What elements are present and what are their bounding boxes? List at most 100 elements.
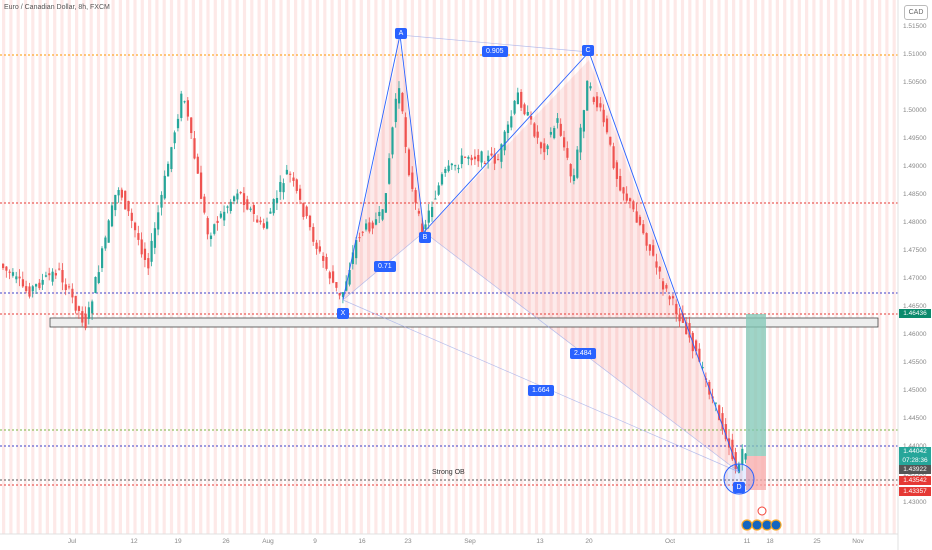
session-stripe (294, 0, 298, 534)
session-stripe (491, 0, 495, 534)
ratio-ac-label[interactable]: 0.905 (482, 46, 508, 57)
price-tick: 1.50500 (903, 79, 927, 86)
point-d-label[interactable]: D (733, 482, 745, 493)
candle-body (87, 307, 90, 319)
point-c-label[interactable]: C (582, 45, 594, 56)
session-stripe (746, 0, 750, 534)
price-tick: 1.49500 (903, 135, 927, 142)
candle-body (638, 216, 642, 225)
candle-body (655, 261, 658, 268)
session-stripe (783, 0, 787, 534)
candle-body (602, 109, 605, 123)
pattern-ratio-line (399, 34, 590, 53)
session-stripe (191, 0, 195, 534)
session-stripe (513, 0, 517, 534)
session-stripe (23, 0, 28, 534)
candle-body (110, 205, 114, 227)
session-stripe (629, 0, 633, 534)
session-stripe (856, 0, 860, 534)
candle-body (167, 163, 170, 177)
candle-body (444, 169, 447, 173)
candle-body (411, 172, 414, 189)
point-a-label[interactable]: A (395, 28, 407, 39)
session-stripe (695, 0, 699, 534)
time-tick: Nov (852, 538, 864, 545)
candle-body (589, 86, 592, 89)
candle-body (582, 110, 585, 132)
currency-button[interactable]: CAD (904, 5, 928, 20)
candle-body (622, 187, 625, 194)
candle-body (91, 301, 94, 314)
time-tick: 13 (536, 538, 544, 545)
candle-body (41, 279, 44, 285)
candle-body (454, 165, 457, 167)
session-stripe (264, 0, 268, 534)
candle-body (371, 222, 374, 229)
pattern-leg (399, 34, 425, 233)
candle-body (546, 145, 549, 150)
candle-body (401, 92, 404, 112)
candle-body (516, 92, 519, 105)
session-stripe (702, 0, 706, 534)
candle-body (695, 340, 698, 352)
candle-body (734, 452, 737, 470)
ratio-xd-label[interactable]: 1.664 (528, 385, 554, 396)
point-x-label[interactable]: X (337, 308, 349, 319)
time-tick: 9 (313, 538, 317, 545)
candle-body (391, 127, 394, 155)
candle-body (381, 209, 384, 220)
strong-ob-label: Strong OB (432, 469, 465, 476)
ratio-bd-label[interactable]: 2.484 (570, 348, 596, 359)
candle-body (368, 222, 371, 232)
candle-body (365, 223, 368, 230)
candle-body (282, 183, 285, 193)
candle-body (619, 176, 622, 191)
session-stripe (556, 0, 560, 534)
event-icons[interactable] (741, 506, 782, 531)
candle-body (5, 266, 8, 271)
point-b-label[interactable]: B (419, 232, 431, 243)
candle-body (279, 182, 282, 192)
session-stripe (155, 0, 159, 534)
session-stripe (67, 0, 71, 534)
candle-body (579, 127, 582, 153)
session-stripe (805, 0, 809, 534)
target-price-tag: 1.46436 (899, 309, 931, 318)
candle-body (196, 156, 199, 174)
session-stripe (454, 0, 458, 534)
candle-body (335, 282, 338, 288)
candle-body (635, 211, 638, 223)
candle-body (556, 118, 559, 123)
candle-body (467, 156, 470, 159)
ratio-xb-label[interactable]: 0.71 (374, 261, 396, 272)
candle-body (506, 124, 510, 134)
candle-body (662, 281, 665, 290)
candle-body (325, 257, 328, 269)
candle-body (341, 292, 345, 297)
session-stripe (666, 0, 670, 534)
candle-body (147, 258, 150, 269)
session-stripe (775, 0, 779, 534)
candle-body (500, 144, 503, 162)
candle-body (728, 438, 731, 448)
session-stripe (228, 0, 232, 534)
order-block-zone[interactable] (49, 317, 879, 328)
candle-body (322, 255, 325, 261)
candle-body (173, 132, 176, 144)
time-tick: 19 (174, 538, 182, 545)
harmonic-pattern-fill (343, 44, 739, 472)
session-stripe (403, 0, 407, 534)
position-stop-zone[interactable] (746, 456, 766, 490)
session-stripe (31, 0, 35, 534)
session-stripe (637, 0, 641, 534)
session-stripe (753, 0, 758, 534)
candle-body (414, 190, 417, 203)
time-tick: 26 (222, 538, 230, 545)
candle-body (77, 306, 81, 311)
candle-body (213, 224, 216, 234)
position-target-zone[interactable] (746, 314, 766, 456)
session-stripe (53, 0, 57, 534)
session-stripe (221, 0, 225, 534)
candle-body (180, 93, 183, 118)
